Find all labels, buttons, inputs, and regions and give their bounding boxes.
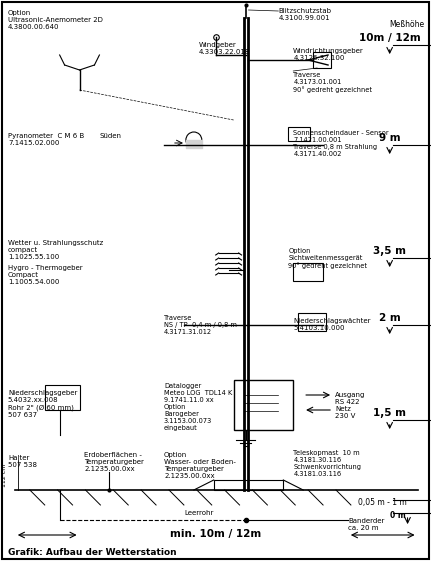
Text: Traverse
4.3173.01.001
90° gedreht gezeichnet: Traverse 4.3173.01.001 90° gedreht gezei… xyxy=(293,72,372,93)
Bar xyxy=(313,52,331,68)
Text: Pyranometer  C M 6 B
7.1415.02.000: Pyranometer C M 6 B 7.1415.02.000 xyxy=(8,133,84,146)
Text: 112 cm: 112 cm xyxy=(3,463,7,487)
Text: 10m / 12m: 10m / 12m xyxy=(359,33,421,43)
Text: Leerrohr: Leerrohr xyxy=(184,510,214,516)
Text: Grafik: Aufbau der Wetterstation: Grafik: Aufbau der Wetterstation xyxy=(8,548,177,557)
Text: Meßhöhe: Meßhöhe xyxy=(390,20,425,29)
Text: min. 10m / 12m: min. 10m / 12m xyxy=(170,529,261,539)
Bar xyxy=(45,385,79,410)
Text: Option
Wasser- oder Boden-
Temperaturgeber
2.1235.00.0xx: Option Wasser- oder Boden- Temperaturgeb… xyxy=(164,452,236,479)
Text: 3,5 m: 3,5 m xyxy=(373,246,406,256)
Text: 9 m: 9 m xyxy=(379,133,401,143)
Bar xyxy=(214,480,283,490)
Text: Süden: Süden xyxy=(99,133,122,139)
Text: Teleskopmast  10 m
4.3181.30.116
Schwenkvorrichtung
4.3181.03.116: Teleskopmast 10 m 4.3181.30.116 Schwenkv… xyxy=(293,450,361,477)
Text: Option
Sichtweitenmessgerät
90° gedreht gezeichnet: Option Sichtweitenmessgerät 90° gedreht … xyxy=(288,248,367,269)
Bar xyxy=(293,263,323,281)
Bar xyxy=(298,313,326,331)
Text: 0,05 m - 1 m: 0,05 m - 1 m xyxy=(358,498,407,507)
Text: Option
Ultrasonic-Anemometer 2D
4.3800.00.640: Option Ultrasonic-Anemometer 2D 4.3800.0… xyxy=(8,10,103,30)
Text: Netz
230 V: Netz 230 V xyxy=(335,406,355,419)
Text: Wetter u. Strahlungsschutz
compact
1.1025.55.100: Wetter u. Strahlungsschutz compact 1.102… xyxy=(8,240,103,260)
Text: 1,5 m: 1,5 m xyxy=(373,408,406,418)
Bar xyxy=(288,127,310,141)
Text: 2 m: 2 m xyxy=(379,313,401,323)
Text: Erdoberflächen -
Temperaturgeber
2.1235.00.0xx: Erdoberflächen - Temperaturgeber 2.1235.… xyxy=(85,452,145,472)
Text: Niederschlagsgeber
5.4032.xx.008
Rohr 2" (Ø 60 mm)
507 637: Niederschlagsgeber 5.4032.xx.008 Rohr 2"… xyxy=(8,390,77,418)
Text: Windrichtungsgeber
4.3126.32.100: Windrichtungsgeber 4.3126.32.100 xyxy=(293,48,364,61)
Text: Traverse
NS / TP -0,4 m / 0,8 m
4.3171.31.012: Traverse NS / TP -0,4 m / 0,8 m 4.3171.3… xyxy=(164,315,237,335)
Text: Windgeber
4.3303.22.018: Windgeber 4.3303.22.018 xyxy=(199,42,250,55)
Text: Banderder
ca. 20 m: Banderder ca. 20 m xyxy=(348,518,384,531)
Text: Halter
507 538: Halter 507 538 xyxy=(8,455,37,468)
Text: 0 m: 0 m xyxy=(390,511,405,520)
Text: Datalogger
Meteo LOG  TDL14 K
9.1741.11.0 xx
Option
Barogeber
3.1153.00.073
eing: Datalogger Meteo LOG TDL14 K 9.1741.11.0… xyxy=(164,383,232,431)
Bar xyxy=(233,380,293,430)
Text: Niederschlagswächter
5.4103.10.000: Niederschlagswächter 5.4103.10.000 xyxy=(293,318,371,331)
Text: Sonnenscheindauer - Sensor
7.1421.00.001
Traverse 0,8 m Strahlung
4.3171.40.002: Sonnenscheindauer - Sensor 7.1421.00.001… xyxy=(293,130,389,157)
Text: Blitzschutzstab
4.3100.99.001: Blitzschutzstab 4.3100.99.001 xyxy=(278,8,331,21)
Text: Hygro - Thermogeber
Compact
1.1005.54.000: Hygro - Thermogeber Compact 1.1005.54.00… xyxy=(8,265,82,285)
Text: Ausgang
RS 422: Ausgang RS 422 xyxy=(335,392,365,405)
